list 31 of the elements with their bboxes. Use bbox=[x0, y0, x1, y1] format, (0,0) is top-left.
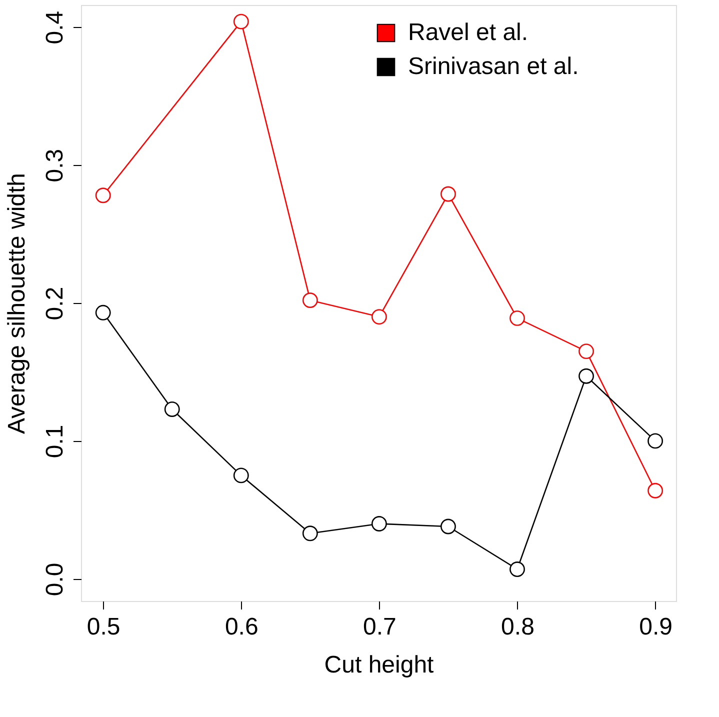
point bbox=[440, 186, 456, 202]
point bbox=[233, 468, 249, 484]
x-axis-title: Cut height bbox=[324, 652, 434, 678]
legend-label: Srinivasan et al. bbox=[408, 53, 579, 80]
y-tick-label: 0.1 bbox=[42, 424, 68, 458]
y-tick-label: 0.0 bbox=[42, 562, 68, 596]
y-tick-label: 0.4 bbox=[42, 10, 68, 44]
y-tick-label: 0.3 bbox=[42, 148, 68, 182]
point bbox=[302, 292, 318, 308]
point bbox=[578, 344, 594, 359]
legend-label: Ravel et al. bbox=[408, 19, 528, 46]
point bbox=[95, 304, 111, 320]
x-tick-label: 0.6 bbox=[224, 614, 258, 640]
x-tick-label: 0.5 bbox=[86, 614, 120, 640]
point bbox=[95, 188, 111, 204]
point bbox=[440, 518, 456, 534]
x-tick-label: 0.9 bbox=[639, 614, 672, 640]
point bbox=[164, 402, 180, 417]
point bbox=[510, 562, 525, 577]
x-tick-label: 0.7 bbox=[363, 614, 396, 640]
point bbox=[371, 516, 387, 532]
point bbox=[371, 309, 387, 325]
point bbox=[510, 310, 525, 326]
y-axis-title: Average silhouette width bbox=[4, 172, 30, 434]
x-tick-label: 0.8 bbox=[501, 614, 534, 640]
point bbox=[648, 482, 664, 498]
point bbox=[233, 14, 249, 30]
point bbox=[302, 526, 318, 542]
y-tick-label: 0.2 bbox=[42, 286, 68, 320]
point bbox=[578, 368, 594, 384]
point bbox=[648, 433, 664, 449]
